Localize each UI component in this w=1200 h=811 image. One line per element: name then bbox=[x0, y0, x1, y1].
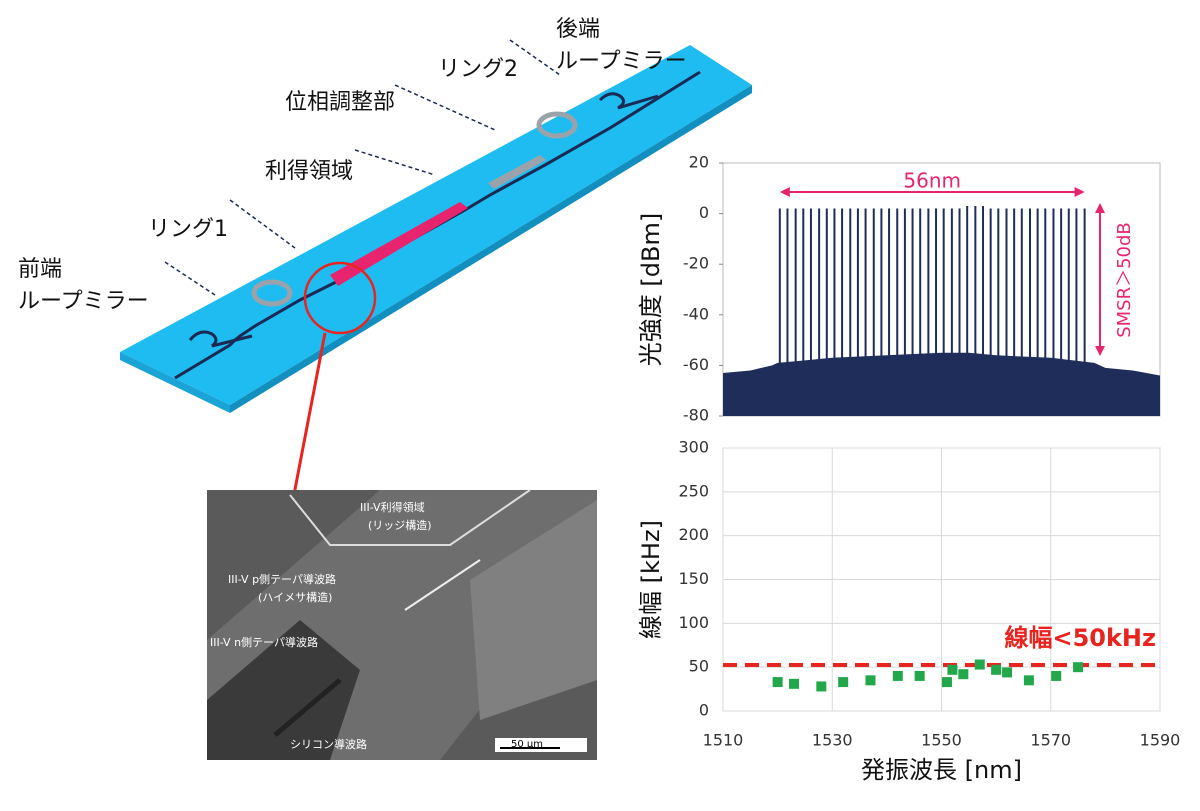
y-axis-label: 光強度 [dBm] bbox=[637, 213, 665, 366]
y-tick-label: 20 bbox=[689, 153, 709, 172]
point bbox=[1051, 670, 1062, 681]
y-tick-label: 300 bbox=[678, 438, 709, 457]
sem-label: シリコン導波路 bbox=[290, 737, 367, 751]
zoom-circle bbox=[303, 261, 377, 335]
sem-label: (ハイメサ構造) bbox=[258, 590, 332, 604]
diagram-label: リング2 bbox=[438, 57, 518, 82]
x-tick-label: 1550 bbox=[921, 731, 962, 750]
point bbox=[772, 677, 783, 688]
chart: 0 50 100 150 200 250 300 1510 1530 1550 1570 1590 線幅… bbox=[637, 438, 1180, 785]
y-tick-label: -60 bbox=[683, 355, 709, 374]
y-tick-label: 0 bbox=[699, 701, 709, 720]
x-axis-label: 発振波長 [nm] bbox=[861, 756, 1022, 784]
x-tick-label: 1590 bbox=[1140, 731, 1181, 750]
point bbox=[914, 670, 925, 681]
diagram-label: リング1 bbox=[148, 217, 228, 242]
loop-mirrors bbox=[188, 92, 659, 348]
reference-label: 線幅<50kHz bbox=[1004, 624, 1156, 652]
point bbox=[1002, 667, 1013, 678]
y-tick-label: 250 bbox=[678, 481, 709, 500]
device-diagram: 前端 ループミラー リング1 利得領域 位相調整部 リング2 後端 ループミラー bbox=[18, 17, 752, 517]
x-tick-label: 1530 bbox=[812, 731, 853, 750]
diagram-label: 利得領域 bbox=[265, 159, 353, 184]
diagram-label: ループミラー bbox=[556, 49, 687, 74]
point bbox=[1023, 675, 1034, 686]
sem-label: III-V n側テーパ導波路 bbox=[210, 635, 318, 649]
gain-region bbox=[330, 202, 468, 286]
point bbox=[892, 670, 903, 681]
zoom-arrow bbox=[290, 332, 327, 506]
point bbox=[958, 669, 969, 680]
ring-1 bbox=[251, 279, 293, 307]
point bbox=[1073, 662, 1084, 673]
diagram-label: 後端 bbox=[556, 17, 600, 42]
point bbox=[991, 664, 1002, 675]
y-tick-label: 200 bbox=[678, 525, 709, 544]
y-tick-label: 100 bbox=[678, 613, 709, 632]
y-axis-label: 線幅 [kHz] bbox=[637, 520, 665, 639]
sem-edge bbox=[404, 559, 481, 611]
point bbox=[865, 675, 876, 686]
phase-shifter bbox=[488, 155, 546, 189]
sem-label: III-V利得領域 bbox=[360, 500, 425, 514]
sem-image: III-V利得領域 (リッジ構造) III-V p側テーパ導波路 (ハイメサ構造… bbox=[207, 489, 597, 760]
sem-region bbox=[207, 620, 360, 760]
chip-side bbox=[230, 85, 752, 413]
point bbox=[816, 681, 827, 692]
diagram-label: 位相調整部 bbox=[285, 90, 395, 115]
point bbox=[974, 659, 985, 670]
annotation: SMSR＞50dB bbox=[1114, 222, 1135, 338]
y-tick-label: 0 bbox=[699, 203, 709, 222]
ring-2 bbox=[536, 111, 578, 139]
sem-label: III-V p側テーパ導波路 bbox=[228, 572, 336, 586]
diagram-label: ループミラー bbox=[18, 289, 149, 314]
chip-front bbox=[120, 352, 230, 413]
annotation: 56nm bbox=[903, 169, 961, 193]
y-tick-label: 50 bbox=[689, 657, 709, 676]
sem-edge bbox=[289, 489, 531, 546]
diagram-label: 前端 bbox=[18, 257, 62, 282]
sem-region bbox=[470, 500, 597, 720]
sem-label: (リッジ構造) bbox=[368, 518, 432, 532]
y-tick-label: -40 bbox=[683, 304, 709, 323]
chart: -80 -60 -40 -20 0 20 光強度 [dBm] 56nm SMSR＞50dB bbox=[637, 153, 1161, 425]
sem-edge bbox=[273, 678, 342, 737]
x-tick-label: 1510 bbox=[703, 731, 744, 750]
point bbox=[941, 677, 952, 688]
y-tick-label: -20 bbox=[683, 254, 709, 273]
point bbox=[838, 677, 849, 688]
leaders bbox=[164, 39, 561, 296]
x-tick-label: 1570 bbox=[1030, 731, 1071, 750]
point bbox=[947, 664, 958, 675]
noise-floor bbox=[723, 352, 1160, 416]
point bbox=[789, 678, 800, 689]
scale-bar-label: 50 µm bbox=[511, 739, 543, 750]
y-tick-label: -80 bbox=[683, 406, 709, 425]
y-tick-label: 150 bbox=[678, 569, 709, 588]
